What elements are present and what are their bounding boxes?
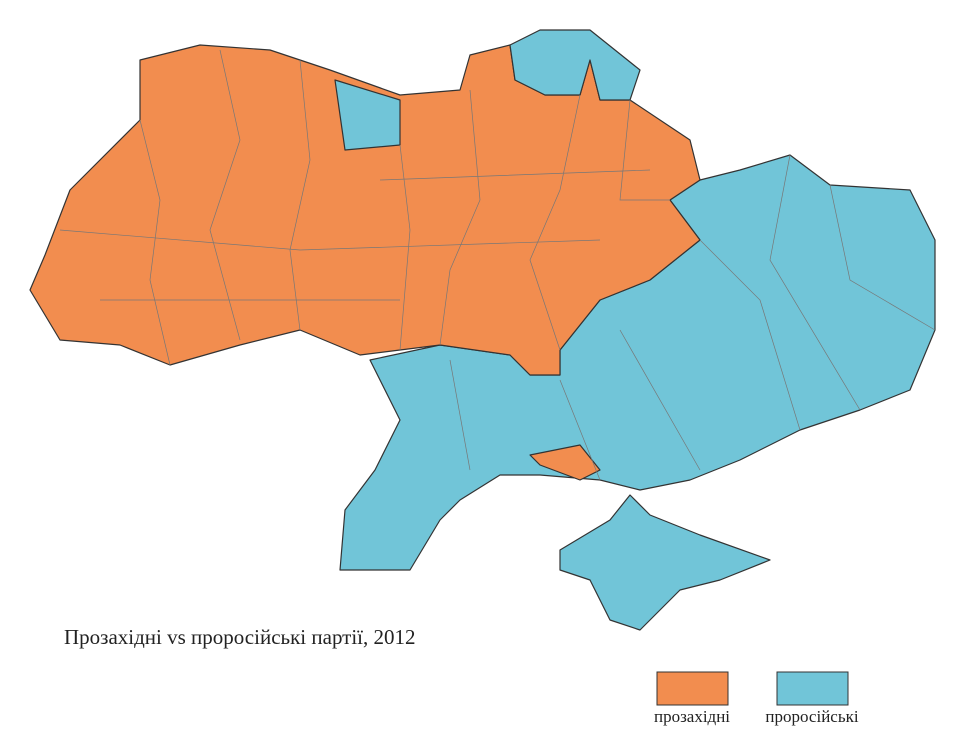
legend-label: прозахідні	[654, 707, 730, 726]
map	[29, 29, 936, 631]
region-north-pocket	[334, 79, 401, 151]
region-south-patch	[529, 444, 601, 481]
legend-swatch	[776, 671, 849, 706]
region-west-center	[29, 44, 701, 376]
legend-label: проросійські	[765, 707, 858, 726]
region-crimea	[559, 494, 771, 631]
borders	[59, 49, 936, 481]
map-title: Прозахідні vs проросійські партії, 2012	[64, 625, 416, 649]
region-north	[509, 29, 641, 101]
legend-swatch	[656, 671, 729, 706]
